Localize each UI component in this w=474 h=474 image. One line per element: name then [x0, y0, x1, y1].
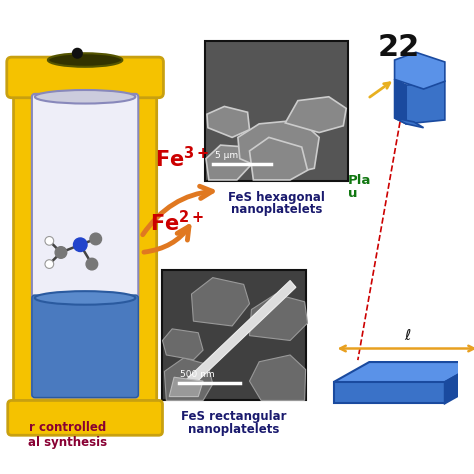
Text: u: u [348, 187, 358, 200]
Polygon shape [394, 79, 406, 124]
Polygon shape [394, 118, 424, 128]
Ellipse shape [48, 53, 122, 67]
Circle shape [90, 233, 101, 245]
Polygon shape [249, 137, 308, 180]
FancyBboxPatch shape [14, 85, 157, 412]
Text: 500 nm: 500 nm [180, 370, 215, 379]
Text: $\mathbf{Fe^{2+}}$: $\mathbf{Fe^{2+}}$ [150, 210, 204, 235]
Polygon shape [238, 120, 319, 176]
Text: al synthesis: al synthesis [28, 437, 107, 449]
Text: Pla: Pla [348, 174, 372, 187]
Circle shape [73, 48, 82, 58]
Text: r controlled: r controlled [29, 421, 106, 434]
Bar [163, 270, 306, 401]
Text: FeS hexagonal: FeS hexagonal [228, 191, 325, 203]
Text: nanoplatelets: nanoplatelets [231, 203, 322, 216]
Circle shape [73, 238, 87, 252]
Text: $\mathbf{Fe^{3+}}$: $\mathbf{Fe^{3+}}$ [155, 146, 209, 171]
Circle shape [55, 246, 67, 258]
Polygon shape [249, 355, 306, 401]
Polygon shape [164, 358, 213, 401]
Text: 22: 22 [377, 33, 419, 62]
Text: FeS rectangular: FeS rectangular [181, 410, 287, 423]
Circle shape [86, 258, 98, 270]
Ellipse shape [35, 90, 136, 103]
Ellipse shape [35, 291, 136, 305]
FancyBboxPatch shape [7, 57, 164, 98]
Polygon shape [249, 294, 308, 340]
Polygon shape [191, 278, 249, 326]
Text: 5 μm: 5 μm [215, 151, 238, 160]
Circle shape [45, 260, 54, 268]
FancyBboxPatch shape [32, 94, 138, 398]
Polygon shape [334, 382, 445, 403]
Circle shape [45, 237, 54, 245]
Polygon shape [163, 329, 203, 360]
Text: ℓ: ℓ [404, 328, 410, 343]
FancyBboxPatch shape [32, 295, 138, 398]
Polygon shape [206, 145, 251, 180]
Polygon shape [406, 82, 445, 124]
Polygon shape [207, 107, 249, 137]
FancyBboxPatch shape [8, 401, 163, 435]
Polygon shape [285, 97, 346, 133]
Bar [205, 41, 348, 181]
Polygon shape [445, 362, 474, 403]
Polygon shape [169, 377, 203, 397]
Polygon shape [394, 52, 445, 89]
Polygon shape [186, 281, 296, 387]
Polygon shape [334, 362, 474, 382]
Text: nanoplatelets: nanoplatelets [188, 423, 280, 436]
